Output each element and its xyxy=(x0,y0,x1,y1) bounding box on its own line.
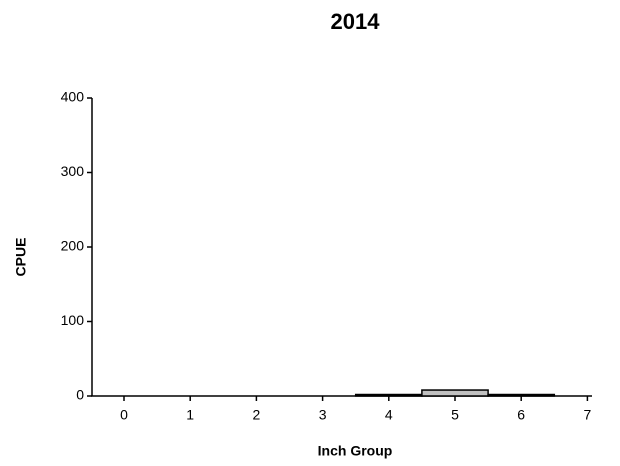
y-tick-label: 300 xyxy=(61,163,85,179)
y-tick-label: 0 xyxy=(76,387,84,403)
bar xyxy=(487,393,556,397)
y-tick-label: 400 xyxy=(61,89,85,105)
bar xyxy=(354,393,423,397)
x-tick-label: 0 xyxy=(120,407,128,423)
bar xyxy=(421,389,489,397)
x-tick-label: 6 xyxy=(517,407,525,423)
x-tick-label: 1 xyxy=(186,407,194,423)
x-tick-label: 2 xyxy=(253,407,261,423)
x-axis-label: Inch Group xyxy=(318,443,393,459)
x-tick-label: 5 xyxy=(451,407,459,423)
x-tick-label: 7 xyxy=(584,407,592,423)
x-tick-label: 3 xyxy=(319,407,327,423)
chart-title: 2014 xyxy=(331,9,381,34)
y-axis-label: CPUE xyxy=(13,238,29,277)
x-tick-label: 4 xyxy=(385,407,393,423)
y-tick-label: 200 xyxy=(61,238,85,254)
y-tick-label: 100 xyxy=(61,312,85,328)
